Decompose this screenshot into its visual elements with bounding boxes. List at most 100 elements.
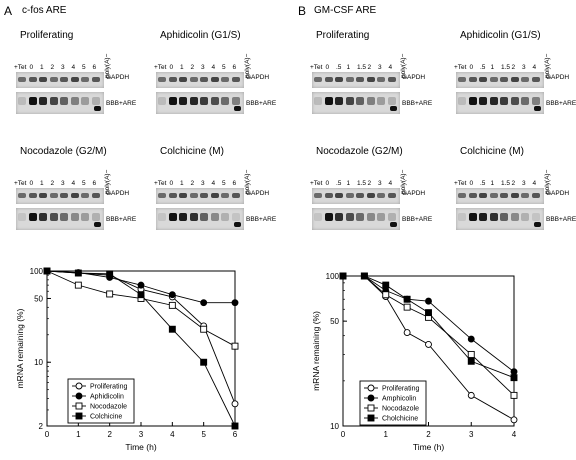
gapdh-band <box>531 193 540 198</box>
lane-label: 0 <box>29 180 34 187</box>
gapdh-band <box>356 193 364 198</box>
gapdh-band <box>210 77 219 82</box>
lane-label: 4 <box>71 180 76 187</box>
bbb-are-gel <box>312 92 400 114</box>
gapdh-band <box>60 77 68 82</box>
data-point <box>231 299 239 307</box>
gapdh-band <box>179 193 187 198</box>
lane-label: 2 <box>50 180 55 187</box>
bbb-are-band <box>179 97 187 105</box>
bbb-are-label: BBB+ARE <box>246 100 277 107</box>
legend-label: Proliferating <box>90 384 127 391</box>
lane-label: 4 <box>71 64 76 71</box>
bbb-are-band <box>28 213 37 221</box>
bbb-are-label: BBB+ARE <box>106 100 137 107</box>
polya-band <box>390 106 397 111</box>
data-point <box>382 281 390 289</box>
blot-title: Nocodazole (G2/M) <box>20 146 107 157</box>
gapdh-band <box>366 77 375 82</box>
lane-label: 4 <box>532 64 537 71</box>
bbb-are-band <box>81 213 89 221</box>
panelb-blot-2: Nocodazole (G2/M) +Tet 0.5 1 1.5 2 3 4 poly(A)− G… <box>310 146 442 246</box>
series-2 <box>43 267 239 350</box>
gapdh-band <box>366 193 375 198</box>
blot-title: Nocodazole (G2/M) <box>316 146 403 157</box>
lane-label: 3 <box>378 64 382 71</box>
x-tick-label: 3 <box>139 430 144 439</box>
legend-marker <box>367 404 375 412</box>
gapdh-band <box>489 77 498 82</box>
gapdh-band <box>39 77 47 82</box>
gapdh-band <box>356 77 364 82</box>
gapdh-band <box>221 77 229 82</box>
panela-blot-1: Aphidicolin (G1/S) +Tet 0 1 2 3 4 5 6 poly(A)− GAP… <box>154 30 286 130</box>
lane-label: 4 <box>211 180 216 187</box>
bbb-are-gel <box>156 92 244 114</box>
legend-marker <box>367 384 375 392</box>
gapdh-band <box>335 77 343 82</box>
gapdh-band <box>479 77 487 82</box>
lane-label: 0 <box>469 64 474 71</box>
panelb-blot-1: Aphidicolin (G1/S) +Tet 0.5 1 1.5 2 3 4 poly(A)−… <box>454 30 576 130</box>
gapdh-band <box>458 193 466 198</box>
x-tick-label: 6 <box>233 430 238 439</box>
bbb-are-band <box>387 97 396 105</box>
y-tick-label: 100 <box>30 267 44 276</box>
bbb-are-band <box>468 97 477 105</box>
gapdh-band <box>158 193 166 198</box>
data-point <box>74 269 82 277</box>
lane-label: 2 <box>190 64 195 71</box>
gapdh-label: GAPDH <box>246 74 270 81</box>
lane-label: 1 <box>490 64 495 71</box>
lane-label: 3 <box>522 180 526 187</box>
legend-marker <box>75 412 83 420</box>
data-point <box>382 291 390 299</box>
gapdh-band <box>91 77 100 82</box>
bbb-are-band <box>158 97 166 105</box>
bbb-are-band <box>335 97 343 105</box>
polya-band <box>234 106 241 111</box>
lane-label: +Tet <box>310 180 323 187</box>
gapdh-band <box>335 193 343 198</box>
legend-label: Amphicolin <box>382 396 416 403</box>
gapdh-label: GAPDH <box>546 74 570 81</box>
polya-band <box>94 222 101 227</box>
lane-label: .5 <box>336 180 342 187</box>
lane-label: 6 <box>232 180 237 187</box>
y-tick-label: 50 <box>330 317 339 326</box>
gapdh-band <box>91 193 100 198</box>
gapdh-band <box>60 193 68 198</box>
panel-a-letter: A <box>4 4 13 18</box>
gapdh-band <box>345 77 354 82</box>
y-tick-label: 10 <box>34 358 43 367</box>
bbb-are-gel <box>456 208 544 230</box>
lane-label: 0 <box>325 64 330 71</box>
lane-label: 1.5 <box>501 180 511 187</box>
bbb-are-band <box>468 213 477 221</box>
data-point <box>74 281 82 289</box>
legend: Proliferating Amphicolin Nocodazole Cholchi… <box>359 380 427 426</box>
blot-title: Colchicine (M) <box>460 146 524 157</box>
bbb-are-band <box>60 213 68 221</box>
lane-label: 6 <box>92 64 97 71</box>
lane-label: 5 <box>222 64 226 71</box>
gapdh-label: GAPDH <box>402 190 426 197</box>
lane-label: 0 <box>169 180 174 187</box>
y-tick-label: 2 <box>39 422 44 431</box>
bbb-are-gel <box>156 208 244 230</box>
bbb-are-gel <box>16 208 104 230</box>
lane-label: 2 <box>50 64 55 71</box>
series-2 <box>339 272 518 399</box>
gapdh-band <box>377 193 385 198</box>
data-point <box>403 303 411 311</box>
y-tick-label: 100 <box>326 272 340 281</box>
gapdh-band <box>70 193 79 198</box>
legend-label: Colchicine <box>90 414 122 421</box>
gapdh-band <box>479 193 487 198</box>
gapdh-band <box>468 77 477 82</box>
gapdh-band <box>314 77 322 82</box>
bbb-are-band <box>231 213 240 221</box>
gapdh-band <box>18 77 26 82</box>
gapdh-band <box>200 77 208 82</box>
bbb-are-band <box>91 213 100 221</box>
